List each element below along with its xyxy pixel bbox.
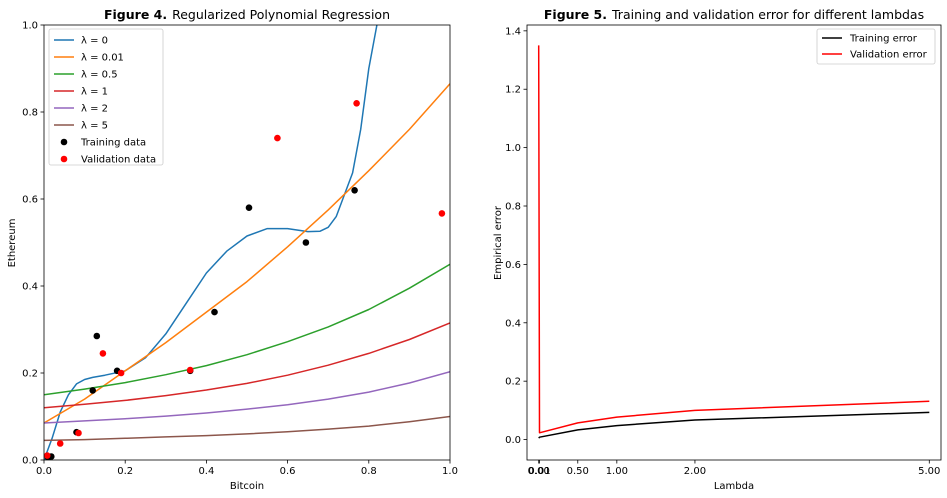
legend-label: Training error	[849, 34, 918, 45]
axes-frame-right	[526, 24, 942, 461]
chart-title-right: Figure 5. Training and validation error f…	[544, 7, 924, 22]
x-tick-label-right: 2.00	[684, 466, 706, 477]
y-tick-label-left: 0.0	[22, 456, 38, 467]
training-data-point	[351, 187, 358, 194]
plot-area-right	[537, 45, 930, 439]
chart-title-right-text: Training and validation error for differ…	[611, 7, 924, 22]
training-data-point	[302, 239, 310, 246]
legend-label: λ = 0.01	[81, 53, 124, 64]
x-tick-label-left: 0.0	[36, 466, 52, 477]
y-tick-label-left: 1.0	[22, 21, 38, 32]
legend-label: λ = 1	[81, 87, 108, 98]
y-tick-label-right: 1.4	[505, 26, 521, 37]
chart-lambda-errors: Figure 5. Training and validation error f…	[493, 7, 942, 492]
legend-label: λ = 0.5	[81, 70, 118, 81]
legend-marker-training-data	[60, 138, 68, 146]
x-axis-label-left: Bitcoin	[230, 481, 264, 492]
chart-title-right-bold: Figure 5.	[544, 7, 607, 22]
y-tick-label-left: 0.2	[22, 369, 38, 380]
series-line-lambda-0	[44, 25, 378, 460]
tick-group-right: 0.000.01 0.50 1.00 2.00 5.00 0.0 0.2 0.4 0.6 0.8 1…	[505, 26, 940, 477]
legend-label: Training data	[80, 138, 146, 149]
legend-frame-left	[48, 28, 164, 166]
x-tick-label-left: 1.0	[442, 466, 458, 477]
validation-data-point	[438, 210, 446, 217]
chart-title-left-bold: Figure 4.	[104, 7, 167, 22]
series-line-training-error	[538, 411, 930, 439]
series-line-lambda-3	[44, 322, 450, 409]
training-data-point	[245, 204, 253, 211]
x-tick-label-right: 0.01	[528, 466, 550, 477]
y-tick-label-right: 0.4	[505, 318, 521, 329]
validation-data-point	[44, 452, 51, 459]
chart-title-left: Figure 4. Regularized Polynomial Regressi…	[104, 7, 390, 22]
series-line-lambda-1	[44, 83, 450, 424]
legend-marker-validation-data	[60, 155, 68, 163]
legend-label: λ = 0	[81, 36, 108, 47]
training-data-point	[89, 387, 96, 394]
validation-data-point	[56, 440, 64, 447]
y-tick-label-right: 0.2	[505, 377, 521, 388]
chart-regularized-regression: Figure 4. Regularized Polynomial Regressi…	[7, 7, 458, 492]
legend-label: Validation error	[850, 50, 928, 61]
y-axis-label-right: Empirical error	[493, 205, 504, 280]
y-tick-label-right: 1.2	[505, 85, 521, 96]
y-tick-label-left: 0.8	[22, 108, 38, 119]
axes-frame-left	[43, 24, 451, 461]
tick-group-left: 0.0 0.2 0.4 0.6 0.8 1.0 0.0 0.2 0.4 0.6 0.8 1.0	[22, 21, 458, 478]
x-tick-label-left: 0.6	[280, 466, 296, 477]
legend-label: λ = 2	[81, 104, 108, 115]
x-tick-label-right: 1.00	[606, 466, 628, 477]
y-tick-label-right: 0.6	[505, 260, 521, 271]
validation-data-point	[99, 350, 107, 357]
x-tick-label-right: 0.50	[567, 466, 589, 477]
legend-label: λ = 5	[81, 121, 108, 132]
validation-data-point	[75, 429, 82, 437]
x-tick-label-left: 0.8	[361, 466, 377, 477]
legend-frame-right	[816, 28, 936, 65]
x-tick-label-left: 0.2	[117, 466, 133, 477]
training-data-point	[93, 332, 101, 340]
validation-data-point	[186, 366, 194, 374]
y-tick-label-right: 1.0	[505, 143, 521, 154]
legend-label: Validation data	[81, 155, 156, 166]
x-tick-label-right: 0.00	[528, 466, 550, 477]
validation-data-point	[353, 100, 360, 107]
legend-right: Training error Validation error	[816, 28, 936, 65]
y-axis-label-left: Ethereum	[7, 219, 18, 268]
y-tick-label-left: 0.4	[22, 282, 38, 293]
x-tick-label-left: 0.4	[198, 466, 214, 477]
plot-area-left	[44, 25, 450, 460]
legend-left: λ = 0 λ = 0.01 λ = 0.5 λ = 1 λ = 2 λ = 5 Train…	[48, 28, 164, 166]
x-tick-label-right: 5.00	[918, 466, 940, 477]
y-tick-label-right: 0.8	[505, 202, 521, 213]
y-tick-label-right: 0.0	[505, 435, 521, 446]
validation-data-point	[274, 134, 281, 142]
validation-data-point	[117, 369, 125, 377]
series-line-validation-error	[537, 45, 930, 434]
series-line-lambda-4	[44, 370, 450, 424]
series-line-lambda-2	[44, 263, 450, 396]
x-axis-label-right: Lambda	[714, 481, 754, 492]
chart-title-left-text: Regularized Polynomial Regression	[172, 7, 390, 22]
y-tick-label-left: 0.6	[22, 195, 38, 206]
training-data-point	[211, 308, 218, 316]
series-line-lambda-5	[44, 415, 450, 442]
